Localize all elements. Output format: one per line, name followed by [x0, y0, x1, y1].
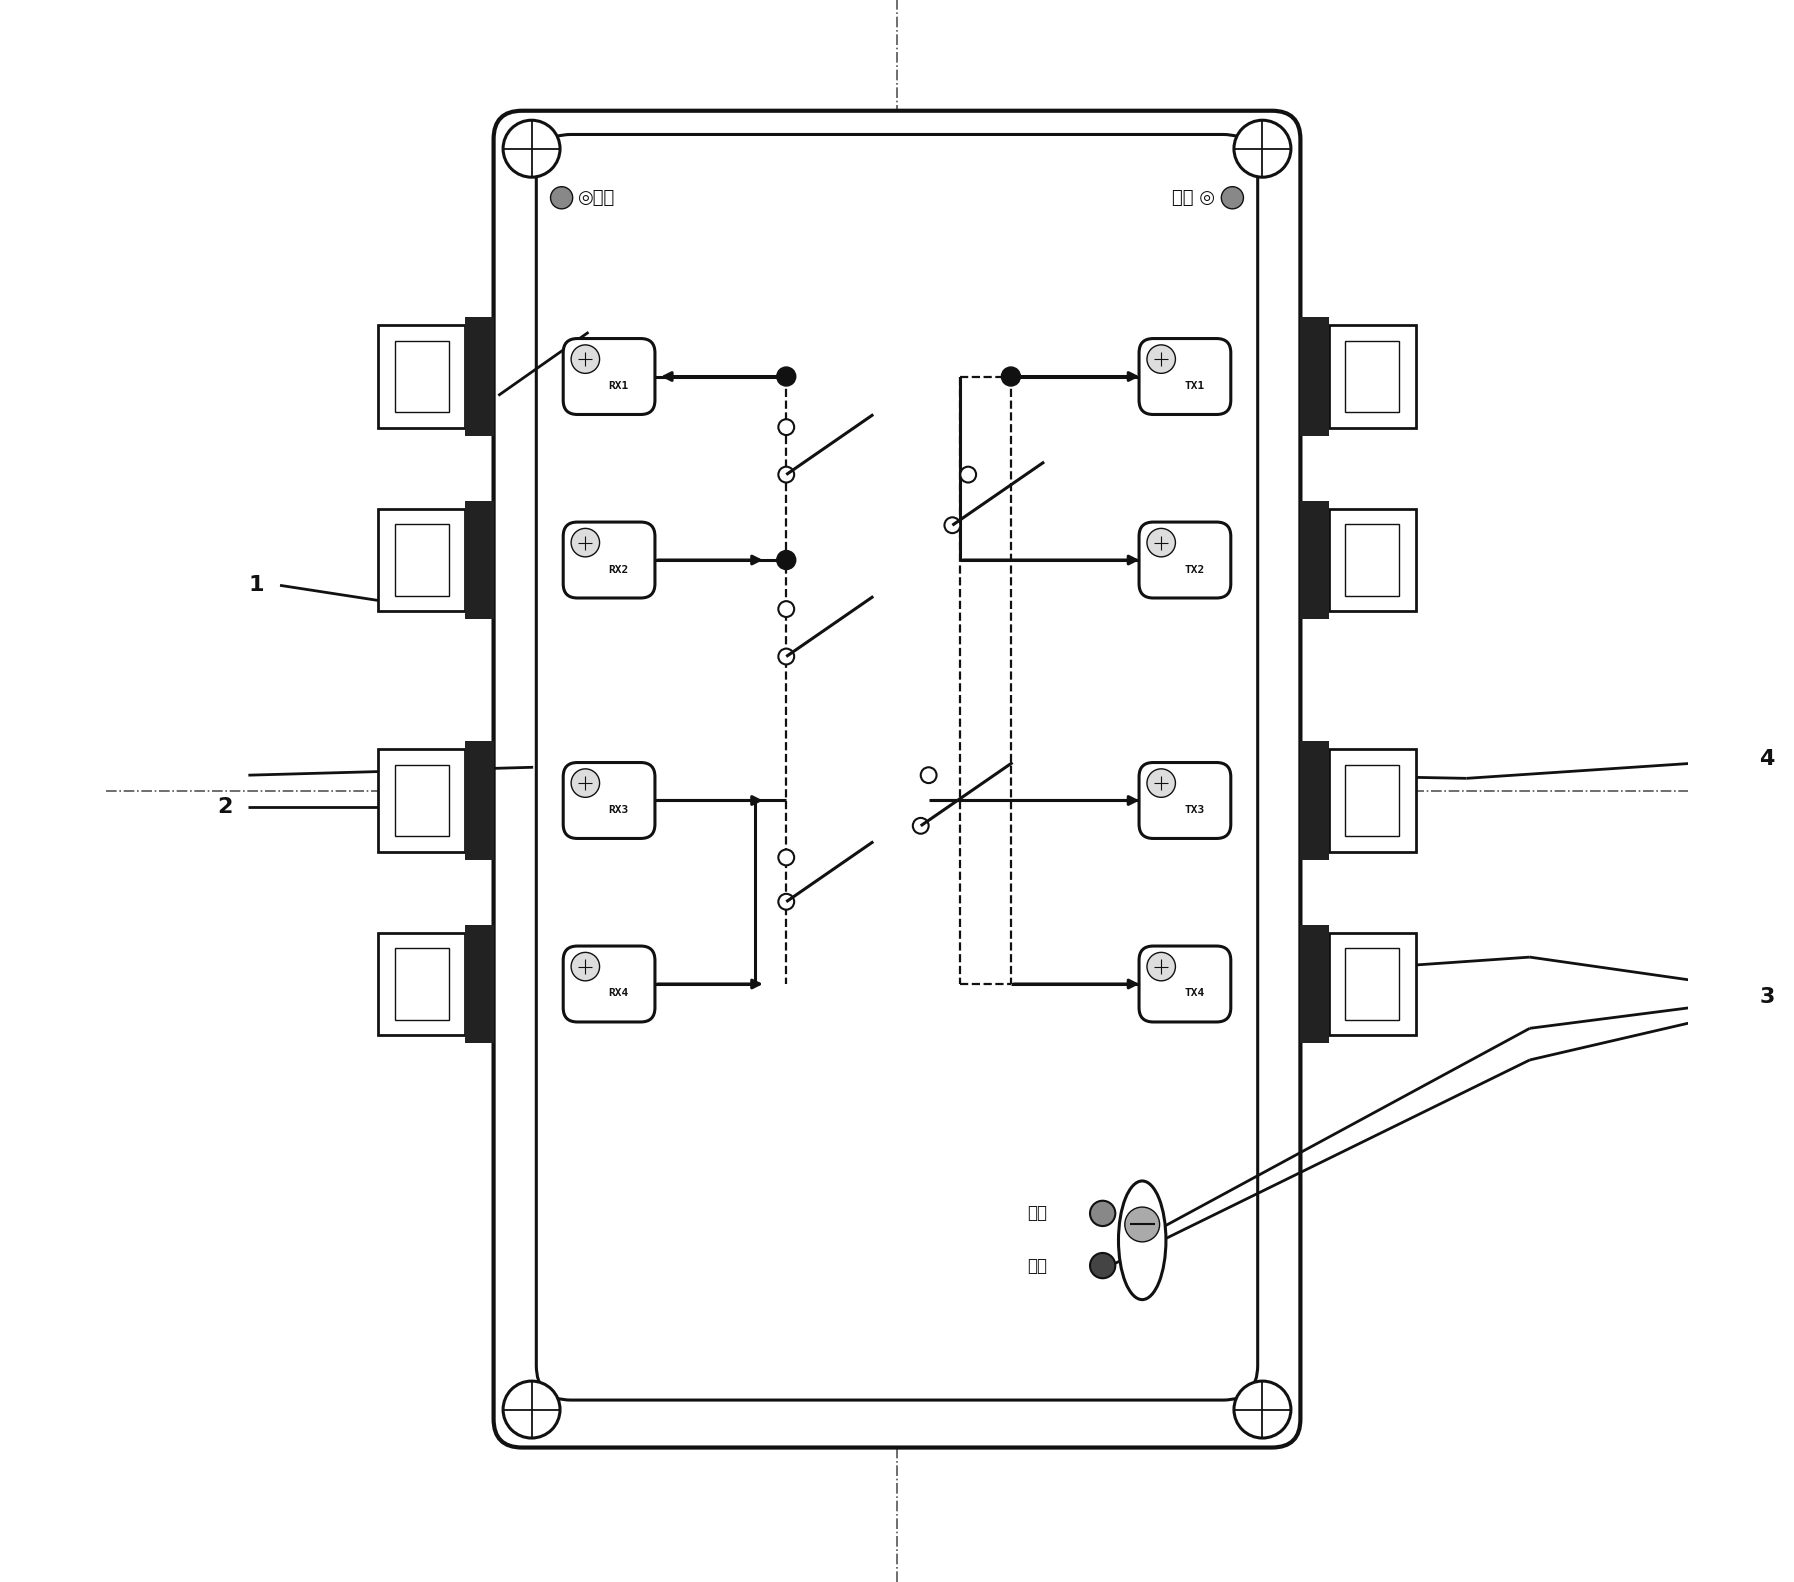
Circle shape	[1091, 1201, 1116, 1226]
Text: RX1: RX1	[608, 381, 628, 391]
Text: RX4: RX4	[608, 989, 628, 998]
Bar	[465, 501, 493, 619]
Bar	[1301, 501, 1329, 619]
Bar	[1329, 509, 1415, 611]
Bar	[395, 949, 448, 1020]
Circle shape	[779, 649, 795, 664]
FancyBboxPatch shape	[563, 339, 655, 414]
Circle shape	[779, 894, 795, 910]
Circle shape	[1146, 528, 1175, 557]
Bar	[1346, 766, 1399, 835]
FancyBboxPatch shape	[1139, 763, 1231, 838]
Bar	[1301, 742, 1329, 861]
FancyBboxPatch shape	[493, 111, 1301, 1448]
Bar	[465, 742, 493, 861]
Circle shape	[779, 601, 795, 617]
Bar	[379, 509, 465, 611]
Bar	[1346, 340, 1399, 411]
Circle shape	[502, 1381, 560, 1438]
Circle shape	[777, 367, 797, 386]
Bar	[1301, 924, 1329, 1044]
Text: TX1: TX1	[1184, 381, 1204, 391]
Circle shape	[1001, 367, 1021, 386]
Bar	[1329, 750, 1415, 851]
FancyBboxPatch shape	[536, 134, 1258, 1400]
Text: 1: 1	[249, 576, 264, 595]
Circle shape	[944, 517, 960, 533]
Text: TX3: TX3	[1184, 805, 1204, 815]
Circle shape	[1222, 187, 1243, 209]
Text: 3: 3	[1760, 987, 1774, 1006]
Bar	[465, 924, 493, 1044]
Bar	[395, 766, 448, 835]
FancyBboxPatch shape	[1139, 339, 1231, 414]
Circle shape	[779, 850, 795, 865]
Bar	[1346, 949, 1399, 1020]
Text: TX4: TX4	[1184, 989, 1204, 998]
Text: ◎电源: ◎电源	[578, 188, 615, 207]
Text: 4: 4	[1760, 750, 1774, 769]
Bar	[1329, 932, 1415, 1035]
Circle shape	[1146, 952, 1175, 981]
Circle shape	[570, 528, 599, 557]
Text: TX2: TX2	[1184, 565, 1204, 574]
Bar	[379, 932, 465, 1035]
Text: 闭锁 ◎: 闭锁 ◎	[1171, 188, 1215, 207]
Bar	[379, 750, 465, 851]
Circle shape	[1091, 1253, 1116, 1278]
Circle shape	[1146, 769, 1175, 797]
Bar	[1329, 326, 1415, 427]
FancyBboxPatch shape	[1139, 522, 1231, 598]
Bar	[1301, 318, 1329, 435]
Circle shape	[913, 818, 929, 834]
FancyBboxPatch shape	[563, 763, 655, 838]
FancyBboxPatch shape	[563, 522, 655, 598]
Circle shape	[570, 769, 599, 797]
Circle shape	[551, 187, 572, 209]
Bar	[395, 524, 448, 595]
Bar	[465, 318, 493, 435]
Circle shape	[779, 419, 795, 435]
Circle shape	[777, 551, 797, 570]
Ellipse shape	[1118, 1180, 1166, 1300]
Text: 运行: 运行	[1026, 1204, 1046, 1223]
Circle shape	[779, 467, 795, 483]
Text: RX2: RX2	[608, 565, 628, 574]
Circle shape	[1146, 345, 1175, 373]
Circle shape	[1234, 120, 1292, 177]
Circle shape	[502, 120, 560, 177]
Circle shape	[1234, 1381, 1292, 1438]
Text: 2: 2	[217, 797, 233, 816]
Circle shape	[920, 767, 936, 783]
FancyBboxPatch shape	[563, 946, 655, 1022]
FancyBboxPatch shape	[1139, 946, 1231, 1022]
Circle shape	[570, 952, 599, 981]
Circle shape	[1125, 1207, 1159, 1242]
Bar	[395, 340, 448, 411]
Circle shape	[960, 467, 976, 483]
Bar	[1346, 524, 1399, 595]
Bar	[379, 326, 465, 427]
Circle shape	[570, 345, 599, 373]
Text: RX3: RX3	[608, 805, 628, 815]
Text: 测试: 测试	[1026, 1256, 1046, 1275]
